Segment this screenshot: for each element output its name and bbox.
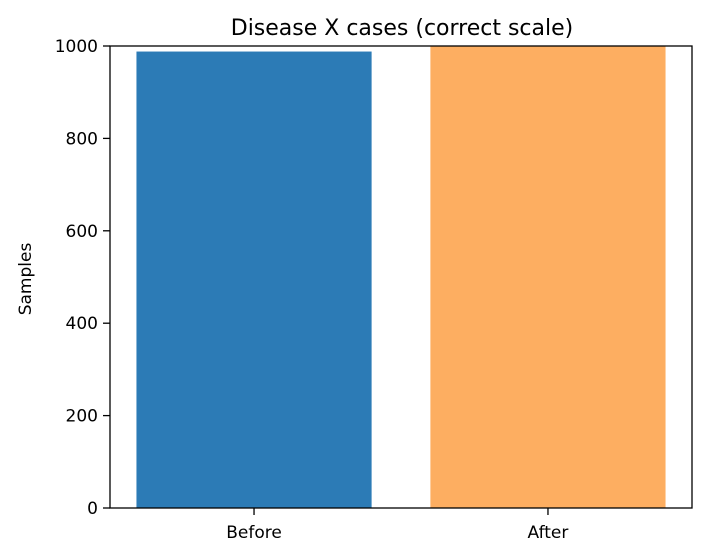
y-axis-label: Samples (16, 243, 36, 316)
x-tick-label-before: Before (226, 523, 282, 543)
x-tick-label-after: After (528, 523, 569, 543)
chart-title: Disease X cases (correct scale) (231, 16, 574, 41)
bar-after (430, 46, 666, 508)
y-tick-label: 800 (66, 129, 98, 149)
y-tick-label: 400 (66, 314, 98, 334)
plot-frame (109, 45, 693, 509)
y-axis: 0 200 400 600 800 1000 (55, 37, 110, 519)
y-tick-label: 1000 (55, 37, 98, 57)
bar-before (136, 51, 372, 508)
x-axis: Before After (226, 508, 568, 543)
y-tick-label: 600 (66, 222, 98, 242)
bars-layer (136, 46, 666, 508)
y-tick-label: 200 (66, 407, 98, 427)
y-tick-label: 0 (87, 499, 98, 519)
